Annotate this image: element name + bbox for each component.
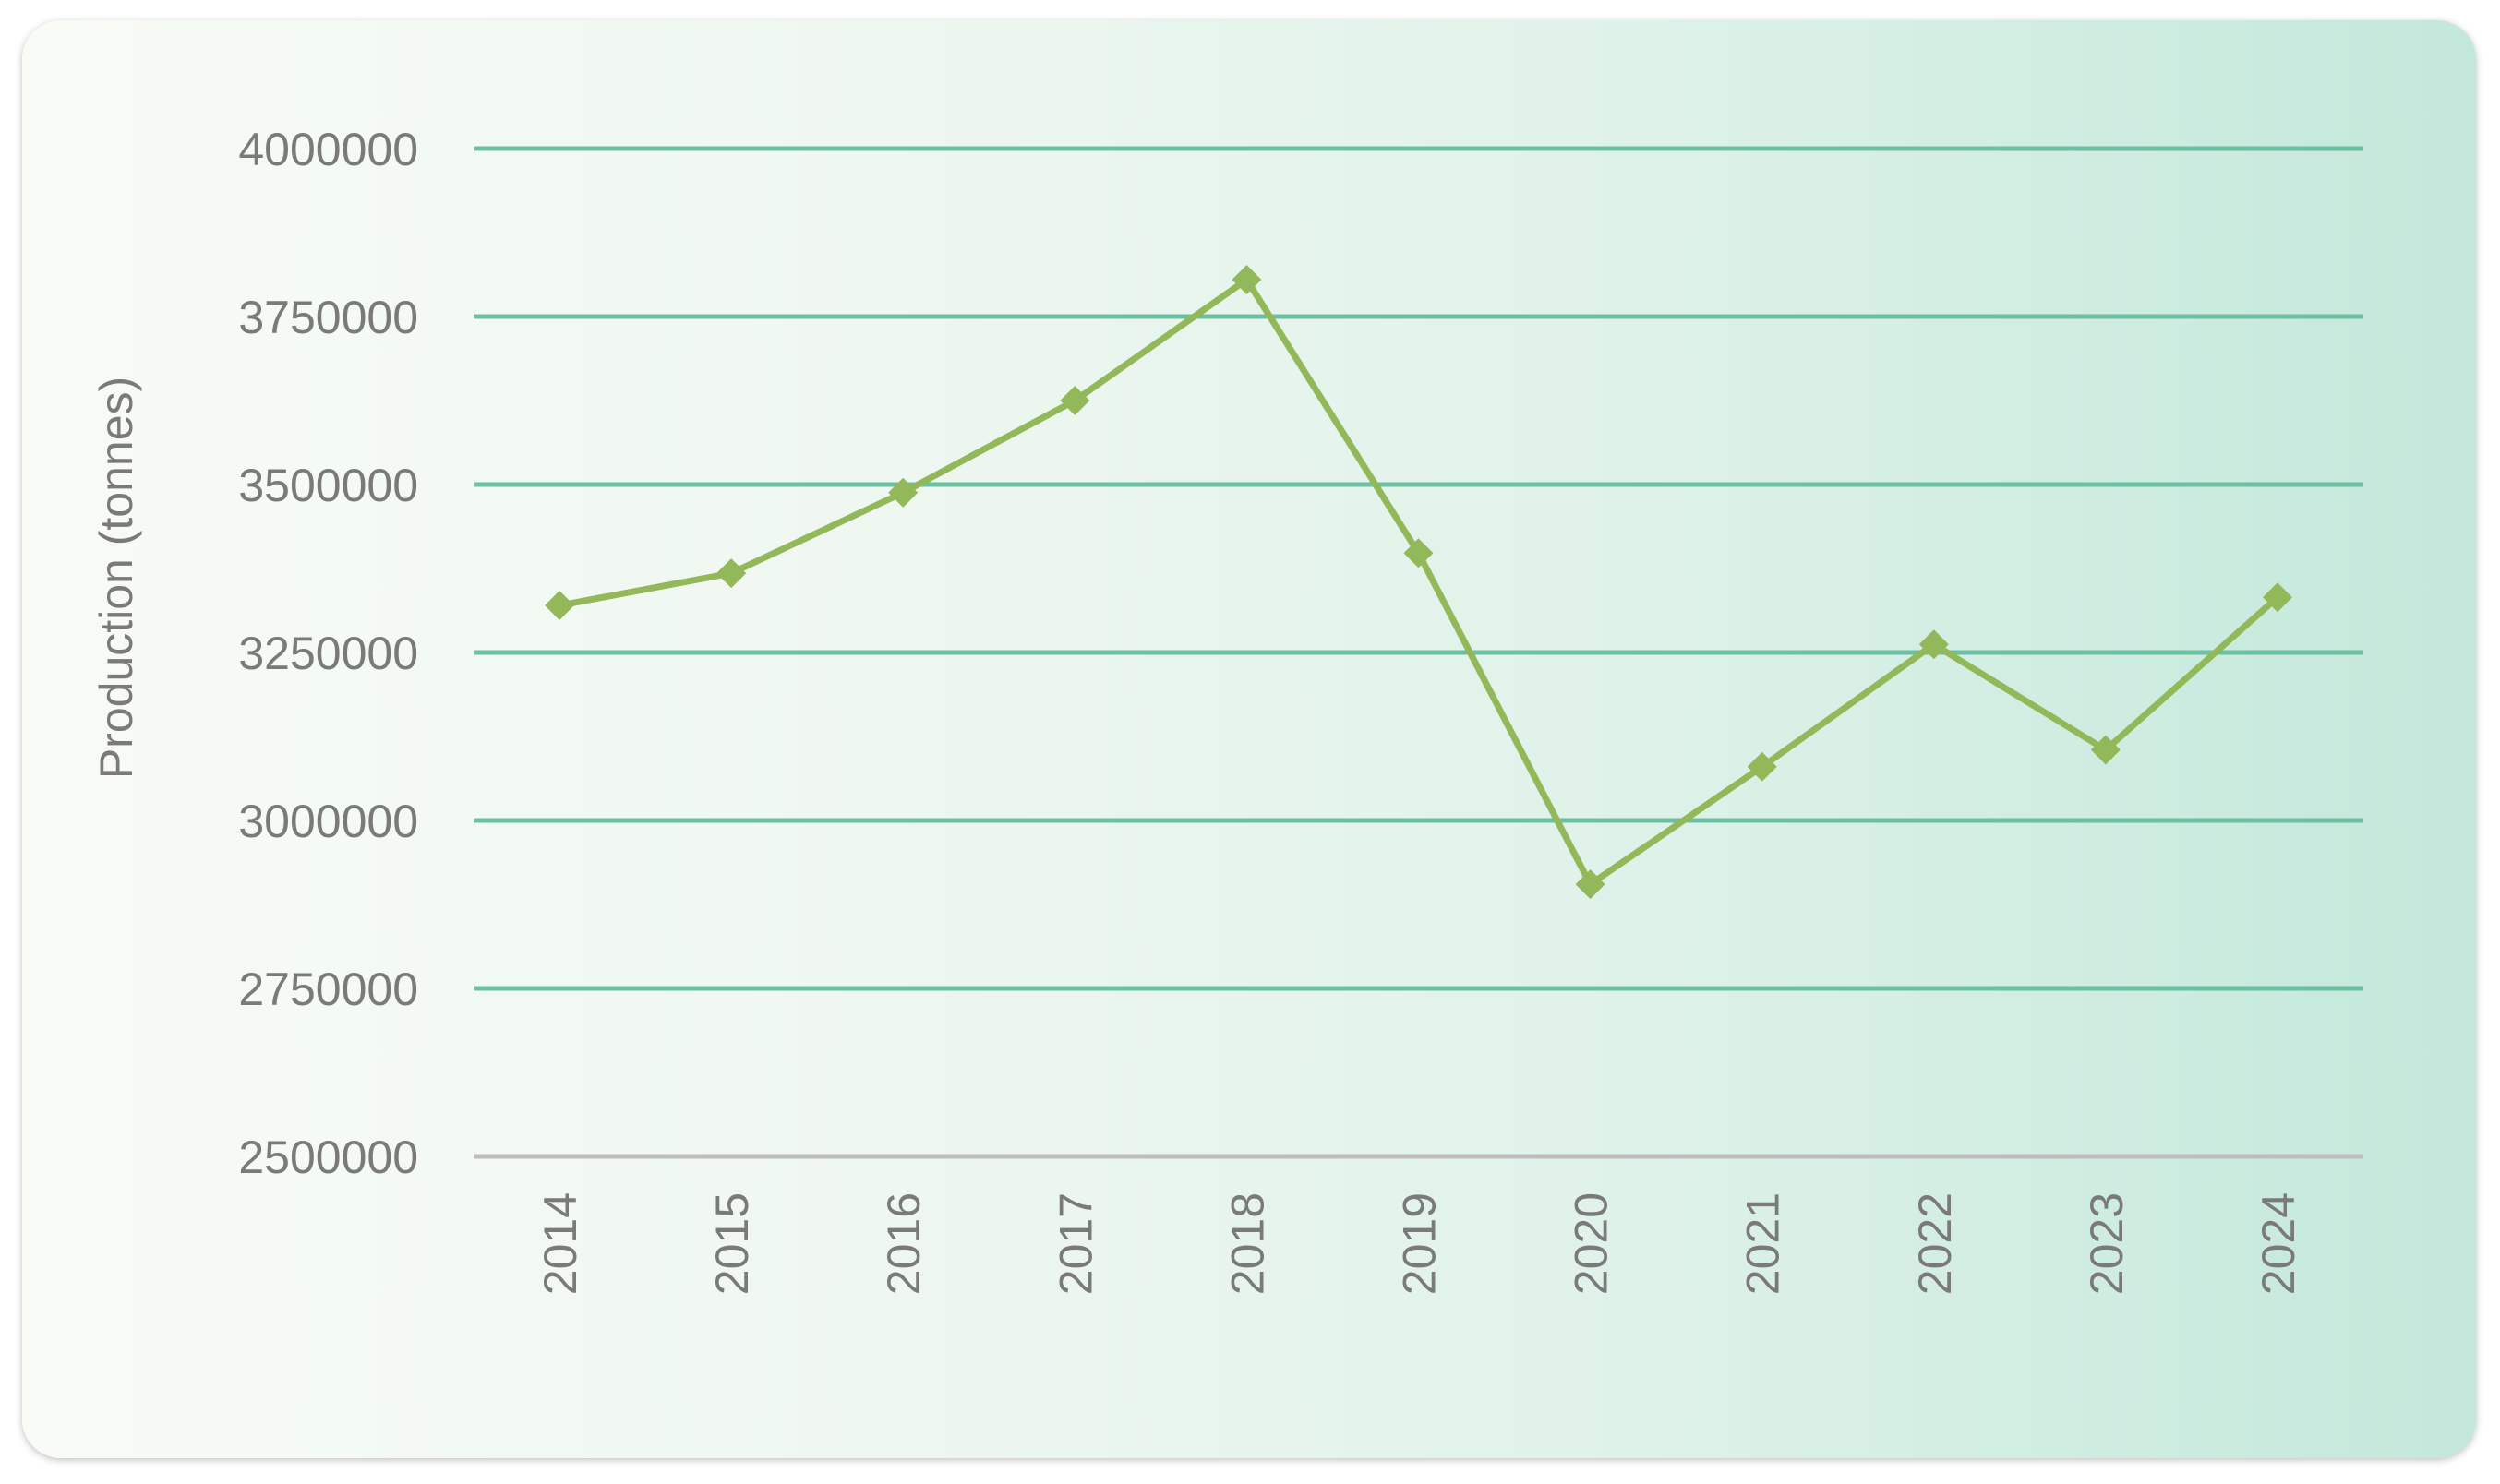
y-tick-label: 3250000 <box>238 628 418 679</box>
data-point-marker <box>1060 386 1090 415</box>
data-point-marker <box>1918 629 1949 660</box>
y-tick-label: 3000000 <box>238 796 418 847</box>
y-axis-label: Production (tonnes) <box>90 377 142 779</box>
chart-card <box>22 20 2476 1458</box>
data-point-marker <box>545 591 575 621</box>
y-tick-label: 3750000 <box>238 292 418 343</box>
y-axis-ticks: 2500000 2750000 3000000 3250000 3500000 37500… <box>238 124 418 1183</box>
data-point-marker <box>2262 582 2292 613</box>
gridlines <box>474 146 2363 1159</box>
x-tick-label: 2020 <box>1566 1192 1617 1295</box>
x-tick-label: 2016 <box>878 1192 930 1295</box>
x-tick-label: 2017 <box>1050 1192 1101 1295</box>
data-point-marker <box>1232 264 1262 294</box>
series-line <box>559 276 2280 888</box>
data-point-marker <box>2090 735 2121 765</box>
data-point-marker <box>888 477 919 508</box>
x-tick-label: 2024 <box>2253 1192 2304 1295</box>
y-tick-label: 3500000 <box>238 460 418 511</box>
y-tick-label: 4000000 <box>238 124 418 175</box>
x-tick-label: 2021 <box>1737 1192 1789 1295</box>
series <box>545 264 2292 900</box>
x-tick-label: 2023 <box>2081 1192 2133 1295</box>
x-tick-label: 2019 <box>1394 1192 1446 1295</box>
x-tick-label: 2018 <box>1221 1192 1273 1295</box>
x-axis-ticks: 2014 2015 2016 2017 2018 2019 2020 2021 2022 2023… <box>535 1192 2304 1295</box>
data-point-marker <box>1575 869 1605 900</box>
y-tick-label: 2750000 <box>238 963 418 1015</box>
x-tick-label: 2015 <box>706 1192 758 1295</box>
data-point-marker <box>1403 538 1434 568</box>
data-point-marker <box>1747 751 1777 782</box>
data-point-marker <box>716 558 747 589</box>
x-tick-label: 2014 <box>535 1192 586 1295</box>
x-tick-label: 2022 <box>1909 1192 1961 1295</box>
y-tick-label: 2500000 <box>238 1131 418 1183</box>
